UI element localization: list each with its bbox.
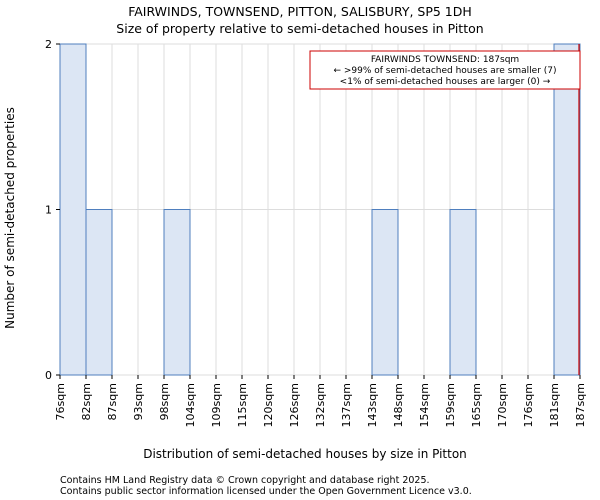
footer-line-1: Contains HM Land Registry data © Crown c…	[60, 475, 430, 486]
x-tick-label: 165sqm	[470, 383, 483, 427]
x-tick-label: 93sqm	[132, 383, 145, 420]
x-tick-label: 170sqm	[496, 383, 509, 427]
x-tick-label: 120sqm	[262, 383, 275, 427]
bar	[449, 209, 477, 376]
x-tick-label: 98sqm	[158, 383, 171, 420]
x-tick-label: 176sqm	[522, 383, 535, 427]
x-tick-label: 137sqm	[340, 383, 353, 427]
bar	[85, 209, 113, 376]
y-tick-label: 0	[45, 369, 52, 382]
x-tick-label: 159sqm	[444, 383, 457, 427]
x-tick-label: 115sqm	[236, 383, 249, 427]
grid	[59, 43, 581, 376]
x-tick-label: 109sqm	[210, 383, 223, 427]
bar	[553, 43, 581, 376]
annotation-line-1: FAIRWINDS TOWNSEND: 187sqm	[371, 55, 519, 65]
chart-title: FAIRWINDS, TOWNSEND, PITTON, SALISBURY, …	[128, 4, 472, 19]
annotation-line-2: ← >99% of semi-detached houses are small…	[333, 66, 556, 76]
y-tick-label: 1	[45, 204, 52, 217]
chart-subtitle: Size of property relative to semi-detach…	[116, 21, 483, 36]
x-tick-label: 126sqm	[288, 383, 301, 427]
x-tick-label: 148sqm	[392, 383, 405, 427]
bar	[371, 209, 399, 376]
x-tick-label: 87sqm	[106, 383, 119, 420]
x-tick-label: 143sqm	[366, 383, 379, 427]
x-axis: 76sqm 82sqm 87sqm 93sqm 98sqm 104sqm 109sqm 115…	[54, 375, 587, 427]
x-tick-label: 104sqm	[184, 383, 197, 427]
x-tick-label: 82sqm	[80, 383, 93, 420]
y-tick-label: 2	[45, 38, 52, 51]
bar	[59, 43, 87, 376]
x-axis-label: Distribution of semi-detached houses by …	[143, 447, 467, 461]
y-axis: 0 1 2	[45, 38, 60, 382]
y-axis-label: Number of semi-detached properties	[3, 107, 17, 329]
x-tick-label: 181sqm	[548, 383, 561, 427]
annotation-box: FAIRWINDS TOWNSEND: 187sqm ← >99% of sem…	[309, 50, 581, 90]
x-tick-label: 154sqm	[418, 383, 431, 427]
bar	[163, 209, 191, 376]
x-tick-label: 187sqm	[574, 383, 587, 427]
footer-line-2: Contains public sector information licen…	[60, 486, 472, 497]
annotation-line-3: <1% of semi-detached houses are larger (…	[340, 77, 551, 87]
x-tick-label: 132sqm	[314, 383, 327, 427]
bars	[59, 43, 581, 376]
x-tick-label: 76sqm	[54, 383, 67, 420]
